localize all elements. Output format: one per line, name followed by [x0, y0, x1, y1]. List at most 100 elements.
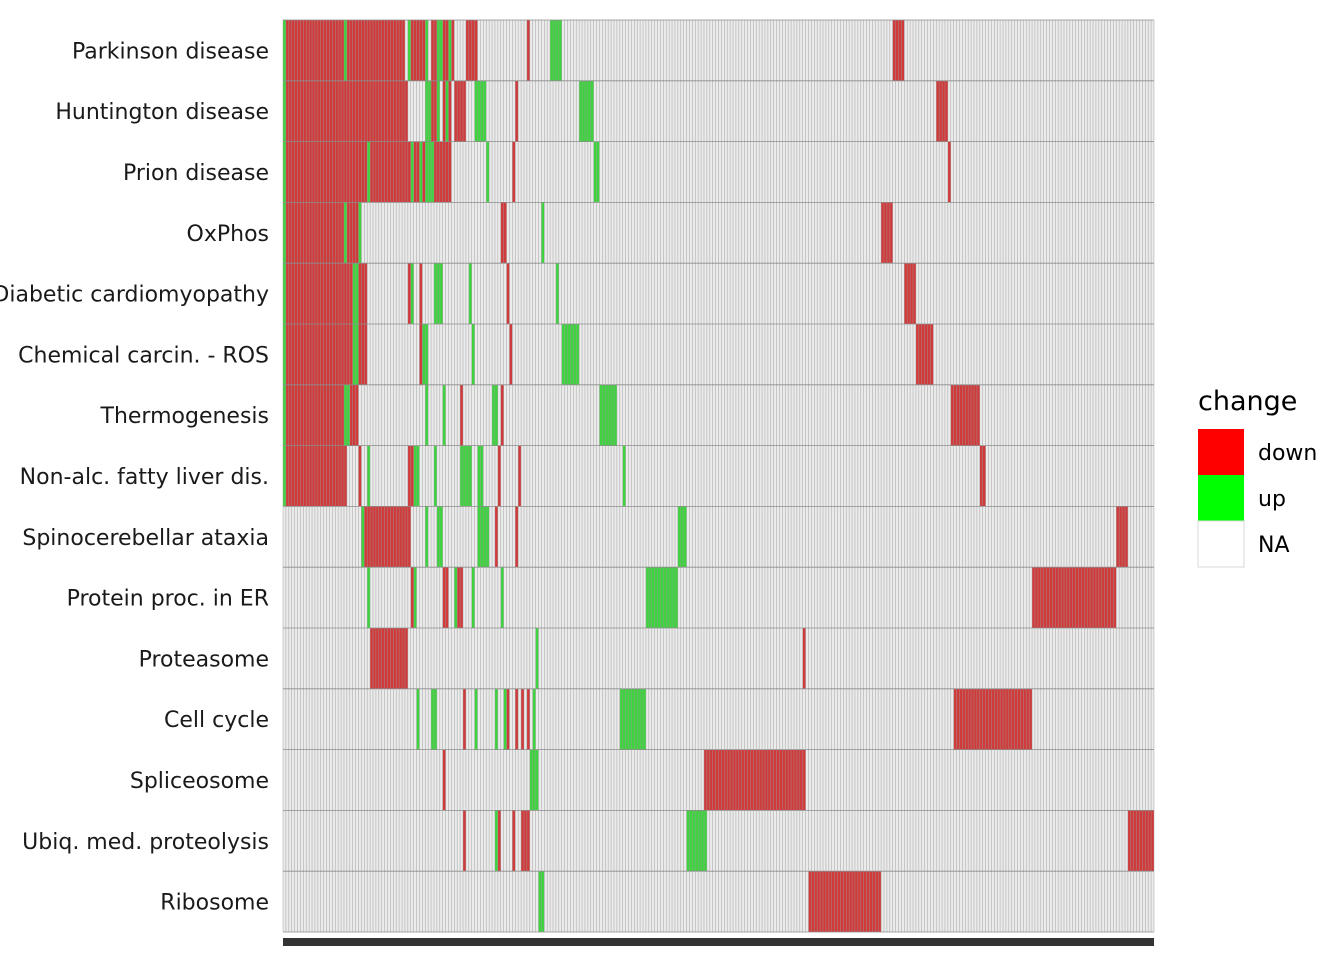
- tile-up: [425, 506, 429, 568]
- tile-up: [425, 80, 429, 142]
- tile-down: [448, 80, 452, 142]
- tile-up: [622, 445, 626, 507]
- tile-up: [686, 810, 707, 872]
- tile-down: [506, 688, 510, 750]
- tile-down: [808, 871, 882, 932]
- tile-down: [361, 506, 411, 568]
- tile-up: [541, 202, 545, 264]
- tile-up: [471, 324, 475, 385]
- tile-down: [283, 141, 368, 203]
- row-label: Protein proc. in ER: [67, 587, 269, 612]
- tile-up: [428, 80, 432, 142]
- tile-down: [497, 445, 501, 507]
- tile-down: [451, 20, 455, 81]
- row-label: Ubiq. med. proteolysis: [22, 830, 269, 855]
- tile-down: [460, 384, 464, 446]
- tile-up: [494, 810, 498, 872]
- tile-up: [283, 263, 286, 324]
- tile-down: [500, 384, 504, 446]
- tile-up: [425, 384, 429, 446]
- tile-up: [343, 20, 347, 81]
- tile-up: [283, 141, 286, 203]
- tile-up: [454, 567, 458, 628]
- row-labels: Parkinson disease Huntington disease Prion…: [0, 39, 269, 915]
- row-label: Cell cycle: [164, 708, 269, 733]
- tile-down: [512, 810, 516, 872]
- legend: change down up NA: [1197, 386, 1317, 568]
- tile-down: [419, 324, 423, 385]
- tile-down: [526, 20, 530, 81]
- legend-title: change: [1198, 386, 1297, 417]
- tile-up: [474, 688, 478, 750]
- tile-up: [358, 202, 362, 264]
- tile-down: [515, 688, 519, 750]
- tile-down: [518, 445, 522, 507]
- tile-up: [361, 506, 365, 568]
- tile-down: [947, 141, 951, 203]
- tile-down: [283, 80, 408, 142]
- gene-column-lines-path: [282, 20, 1155, 932]
- tile-up: [579, 80, 594, 142]
- row-separators: [283, 19, 1154, 933]
- tile-up: [433, 263, 443, 324]
- row-label: Spliceosome: [130, 769, 269, 794]
- row-label: OxPhos: [187, 222, 269, 247]
- tile-up: [619, 688, 646, 750]
- tile-up: [343, 202, 347, 264]
- tile-up: [448, 20, 452, 81]
- tile-up: [425, 20, 429, 81]
- tile-down: [509, 324, 513, 385]
- tile-down: [407, 263, 411, 324]
- tile-up: [367, 141, 371, 203]
- tile-down: [506, 263, 510, 324]
- tile-down: [463, 688, 466, 750]
- tile-down: [346, 202, 362, 264]
- gene-column-lines: [282, 20, 1155, 932]
- tile-up: [535, 628, 539, 689]
- tile-up: [283, 445, 286, 507]
- tile-up: [367, 445, 371, 507]
- tile-down: [283, 384, 344, 446]
- tile-down: [1127, 810, 1154, 872]
- tile-down: [463, 810, 466, 872]
- tile-up: [471, 567, 475, 628]
- tile-down: [953, 688, 980, 750]
- x-axis-bar: [283, 938, 1154, 946]
- tile-up: [410, 263, 414, 324]
- tile-up: [500, 567, 504, 628]
- tile-down: [512, 141, 516, 203]
- row-label: Thermogenesis: [100, 404, 269, 429]
- tile-down: [358, 263, 368, 324]
- tile-up: [436, 80, 440, 142]
- tile-up: [555, 263, 559, 324]
- legend-swatch-down: [1198, 429, 1244, 475]
- tile-up: [413, 567, 417, 628]
- tile-down: [419, 263, 423, 324]
- tile-down: [802, 628, 806, 689]
- tile-down: [349, 384, 359, 446]
- tile-up: [677, 506, 687, 568]
- tile-up: [410, 141, 414, 203]
- tile-down: [526, 688, 530, 750]
- tile-up: [283, 384, 286, 446]
- tile-up: [416, 688, 420, 750]
- legend-label-down: down: [1258, 441, 1317, 466]
- legend-swatch-up: [1198, 475, 1244, 521]
- tile-down: [422, 141, 426, 203]
- legend-label-up: up: [1258, 487, 1286, 512]
- tile-up: [283, 202, 286, 264]
- tile-up: [283, 324, 286, 385]
- tile-down: [1032, 567, 1117, 628]
- tile-up: [645, 567, 678, 628]
- row-label: Diabetic cardiomyopathy: [0, 283, 269, 308]
- tile-up: [532, 688, 536, 750]
- tile-down: [521, 688, 524, 750]
- tile-down: [515, 506, 519, 568]
- row-label: Huntington disease: [55, 100, 269, 125]
- tile-up: [367, 567, 371, 628]
- row-label: Proteasome: [139, 647, 269, 672]
- row-label: Spinocerebellar ataxia: [22, 526, 269, 551]
- row-label: Ribosome: [160, 891, 269, 916]
- tile-up: [486, 141, 490, 203]
